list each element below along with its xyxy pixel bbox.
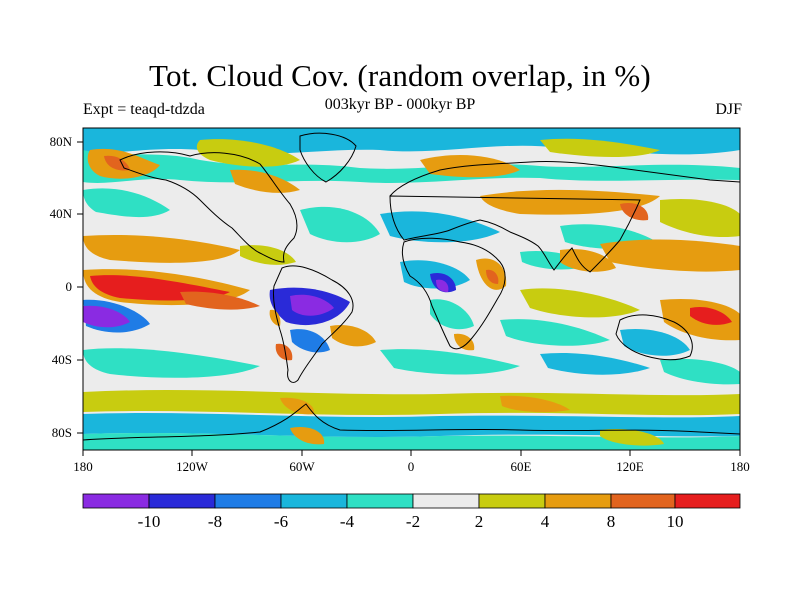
field-region — [83, 348, 260, 378]
lon-tick-label: 60W — [289, 459, 315, 474]
coastline-australia — [615, 314, 693, 361]
field-region — [600, 428, 664, 446]
colorbar-box — [478, 493, 546, 509]
lon-tick-label: 180 — [730, 459, 750, 474]
lat-tick-label: 40S — [52, 352, 72, 367]
colorbar-label: -4 — [340, 512, 355, 531]
colorbar-box — [214, 493, 282, 509]
field-region — [83, 305, 130, 328]
lat-tick-label: 80S — [52, 425, 72, 440]
colorbar-label: -8 — [208, 512, 222, 531]
field-region — [180, 291, 260, 310]
lon-tick-label: 120W — [176, 459, 209, 474]
season-label: DJF — [715, 101, 742, 118]
lat-tick-label: 80N — [50, 134, 73, 149]
time-range-label: 003kyr BP - 000kyr BP — [324, 96, 476, 113]
field-region — [380, 211, 500, 243]
lon-tick-label: 180 — [73, 459, 93, 474]
coastline-greenland — [299, 132, 357, 183]
colorbar-label: -6 — [274, 512, 288, 531]
coastline-africa — [401, 237, 506, 350]
lat-tick-label: 0 — [66, 279, 73, 294]
field-region — [560, 249, 616, 272]
colorbar-box — [148, 493, 216, 509]
field-region — [280, 397, 315, 415]
field-region — [520, 288, 640, 318]
field-region — [500, 319, 610, 346]
field-region — [454, 333, 475, 351]
lon-tick-label: 60E — [511, 459, 532, 474]
colorbar-box — [674, 493, 741, 509]
field-region — [330, 324, 376, 347]
lon-tick-label: 120E — [616, 459, 644, 474]
field-region — [600, 239, 740, 272]
coastline-north-america — [119, 151, 298, 263]
lon-tick-label: 0 — [408, 459, 415, 474]
field-region — [480, 189, 660, 215]
colorbar-box — [346, 493, 414, 509]
field-region — [83, 234, 240, 263]
field-region — [690, 306, 732, 325]
colorbar-label: -10 — [138, 512, 161, 531]
field-region — [436, 279, 449, 292]
colorbar-label: -2 — [406, 512, 420, 531]
colorbar-label: 4 — [541, 512, 550, 531]
coastline-europe-asia — [389, 160, 740, 273]
field-region — [430, 299, 474, 330]
field-region — [540, 138, 660, 157]
colorbar-label: 2 — [475, 512, 484, 531]
axis-ticks — [77, 141, 741, 456]
plot-title: Tot. Cloud Cov. (random overlap, in %) — [149, 58, 651, 93]
experiment-label: Expt = teaqd-tdzda — [83, 101, 205, 118]
field-region — [240, 245, 296, 265]
coastline-south-america — [273, 265, 354, 383]
field-region — [275, 343, 293, 361]
field-region — [660, 198, 740, 238]
colorbar-box — [280, 493, 348, 509]
field-region — [230, 169, 300, 193]
field-region — [83, 390, 740, 416]
field-region — [620, 328, 690, 356]
field-region — [486, 269, 499, 284]
coastlines — [83, 132, 740, 441]
field-region — [290, 426, 325, 445]
coastline-antarctica — [83, 403, 740, 441]
field-region — [660, 358, 740, 385]
colorbar-box — [610, 493, 676, 509]
field-region — [500, 395, 570, 413]
field-region — [380, 349, 520, 375]
field-region — [620, 202, 649, 221]
field-region — [540, 352, 650, 375]
colorbar-label: 10 — [667, 512, 684, 531]
field-region — [196, 139, 300, 167]
colorbar: -10 -8 -6 -4 -2 2 4 8 10 — [82, 493, 741, 531]
field-region — [83, 188, 170, 218]
colorbar-box — [544, 493, 612, 509]
anomaly-field — [83, 128, 740, 450]
field-region — [290, 294, 334, 316]
colorbar-box — [412, 493, 480, 509]
field-region — [300, 206, 380, 243]
field-region — [83, 433, 740, 450]
colorbar-label: 8 — [607, 512, 616, 531]
lat-tick-label: 40N — [50, 206, 73, 221]
colorbar-box — [82, 493, 150, 509]
